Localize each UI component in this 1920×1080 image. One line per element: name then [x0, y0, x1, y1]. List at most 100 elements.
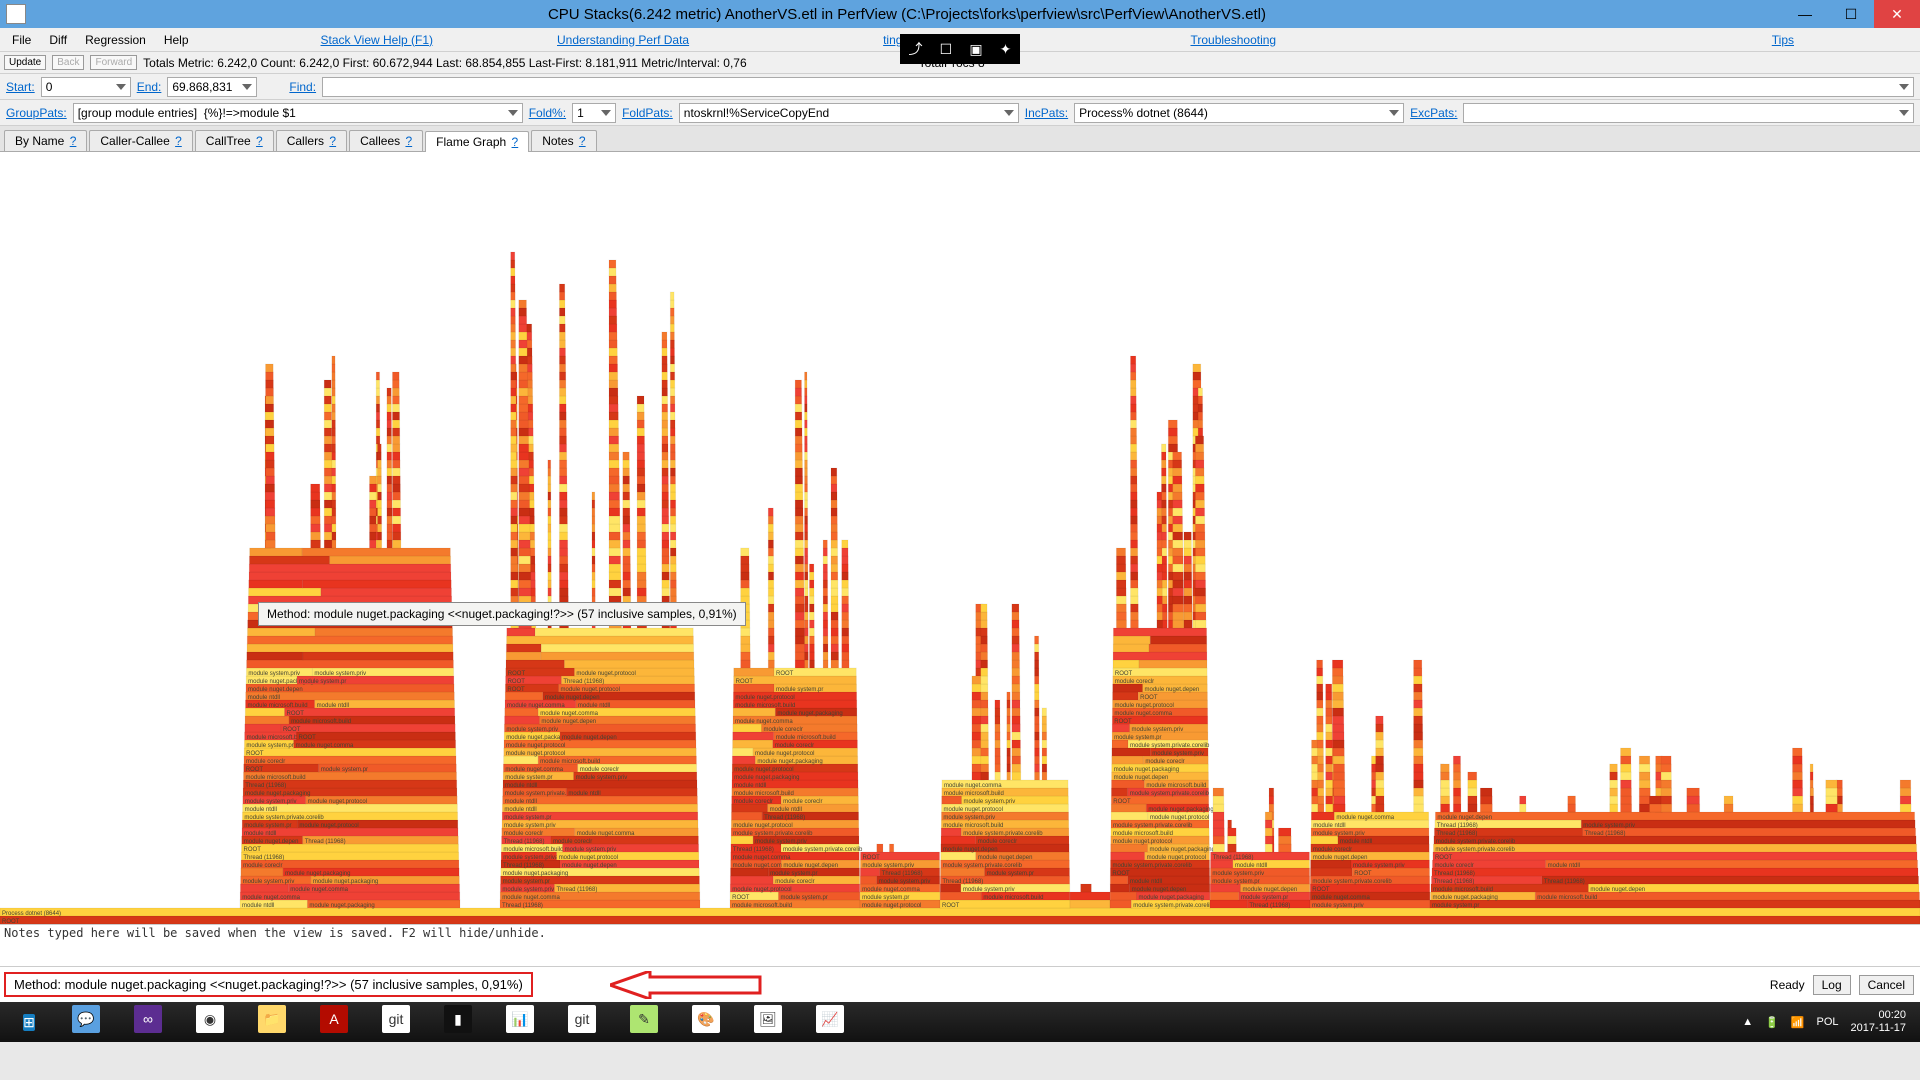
flame-frame[interactable] [637, 436, 644, 444]
flame-frame[interactable] [241, 868, 283, 876]
taskbar-one-comm[interactable]: 💬 [56, 1002, 116, 1036]
flame-frame[interactable] [1042, 756, 1047, 764]
flame-frame[interactable] [823, 620, 828, 628]
flame-frame[interactable] [1826, 788, 1837, 796]
flame-frame[interactable] [831, 540, 837, 548]
flame-frame[interactable] [1453, 756, 1460, 764]
flame-frame[interactable] [1210, 900, 1247, 908]
flame-frame[interactable] [609, 484, 619, 492]
flame-frame[interactable] [795, 452, 802, 460]
flame-frame[interactable] [662, 348, 667, 356]
flame-frame[interactable] [1116, 612, 1126, 620]
flame-frame[interactable] [805, 484, 808, 492]
flame-frame[interactable] [519, 396, 528, 404]
flame-frame[interactable] [392, 532, 400, 540]
flame-frame[interactable] [670, 316, 674, 324]
flame-frame[interactable] [662, 340, 667, 348]
flame-frame[interactable] [559, 340, 565, 348]
flame-frame[interactable] [1332, 660, 1342, 668]
flame-frame[interactable] [637, 524, 645, 532]
flame-frame[interactable] [823, 652, 828, 660]
flame-frame[interactable] [511, 332, 516, 340]
flame-frame[interactable] [1035, 748, 1040, 756]
flame-frame[interactable] [1012, 684, 1020, 692]
flame-frame[interactable] [1687, 804, 1700, 812]
flame-frame[interactable] [285, 708, 455, 716]
flame-frame[interactable] [332, 380, 335, 388]
flame-frame[interactable] [805, 556, 808, 564]
flame-frame[interactable] [1661, 772, 1671, 780]
flame-frame[interactable] [623, 452, 629, 460]
flame-frame[interactable] [795, 556, 803, 564]
flame-frame[interactable] [637, 540, 646, 548]
flame-frame[interactable] [831, 516, 837, 524]
taskbar-photos[interactable]: 🖼 [738, 1002, 798, 1036]
flame-frame[interactable] [805, 476, 808, 484]
flame-frame[interactable] [548, 484, 551, 492]
flame-frame[interactable] [940, 892, 981, 900]
flame-frame[interactable] [623, 564, 631, 572]
flame-frame[interactable] [795, 644, 805, 652]
taskbar-acrobat[interactable]: A [304, 1002, 364, 1036]
flame-frame[interactable] [559, 460, 566, 468]
flame-frame[interactable] [670, 508, 675, 516]
flame-frame[interactable] [1012, 756, 1021, 764]
flame-frame[interactable] [1111, 812, 1148, 820]
flame-frame[interactable] [387, 508, 392, 516]
flame-frame[interactable] [1007, 716, 1010, 724]
flame-frame[interactable] [1131, 580, 1139, 588]
flame-frame[interactable] [662, 564, 669, 572]
flame-frame[interactable] [609, 284, 616, 292]
flame-frame[interactable] [266, 436, 274, 444]
flame-frame[interactable] [1326, 796, 1333, 804]
flame-frame[interactable] [637, 572, 646, 580]
flame-frame[interactable] [768, 524, 773, 532]
flame-frame[interactable] [1610, 788, 1618, 796]
flame-frame[interactable] [1332, 780, 1344, 788]
flame-frame[interactable] [1414, 684, 1423, 692]
flame-frame[interactable] [733, 732, 774, 740]
flame-frame[interactable] [995, 716, 1000, 724]
flame-frame[interactable] [376, 404, 380, 412]
flame-frame[interactable] [1157, 492, 1162, 500]
flame-frame[interactable] [1173, 556, 1183, 564]
flame-frame[interactable] [768, 620, 774, 628]
flame-frame[interactable] [831, 628, 838, 636]
flame-frame[interactable] [548, 580, 551, 588]
flame-frame[interactable] [1131, 572, 1138, 580]
flame-frame[interactable] [1007, 700, 1010, 708]
flame-frame[interactable] [1173, 492, 1182, 500]
flame-frame[interactable] [519, 460, 529, 468]
flame-frame[interactable] [332, 532, 336, 540]
flame-frame[interactable] [795, 412, 802, 420]
flame-frame[interactable] [1193, 380, 1201, 388]
flame-frame[interactable] [506, 652, 541, 660]
flame-frame[interactable] [768, 644, 774, 652]
flame-frame[interactable] [1414, 796, 1424, 804]
flame-frame[interactable] [1317, 700, 1323, 708]
flame-frame[interactable] [1480, 788, 1492, 796]
flame-frame[interactable] [823, 660, 828, 668]
flame-frame[interactable] [637, 476, 645, 484]
flame-frame[interactable] [1900, 788, 1911, 796]
flame-frame[interactable] [941, 828, 961, 836]
flame-frame[interactable] [387, 516, 392, 524]
flame-frame[interactable] [324, 396, 331, 404]
flame-frame[interactable] [548, 524, 551, 532]
flame-frame[interactable] [731, 868, 769, 876]
flame-frame[interactable] [1184, 620, 1192, 628]
flame-frame[interactable] [559, 436, 566, 444]
flame-frame[interactable] [768, 636, 774, 644]
flame-frame[interactable] [519, 492, 530, 500]
flame-frame[interactable] [1116, 572, 1126, 580]
flame-frame[interactable] [805, 388, 807, 396]
flame-frame[interactable] [592, 500, 595, 508]
flame-frame[interactable] [1414, 804, 1424, 812]
flame-frame[interactable] [1793, 748, 1803, 756]
flame-frame[interactable] [1414, 700, 1423, 708]
flame-frame[interactable] [941, 868, 985, 876]
excpats-label[interactable]: ExcPats: [1410, 106, 1457, 120]
flame-frame[interactable] [1042, 732, 1047, 740]
flame-frame[interactable] [541, 652, 694, 660]
flame-frame[interactable] [662, 380, 668, 388]
